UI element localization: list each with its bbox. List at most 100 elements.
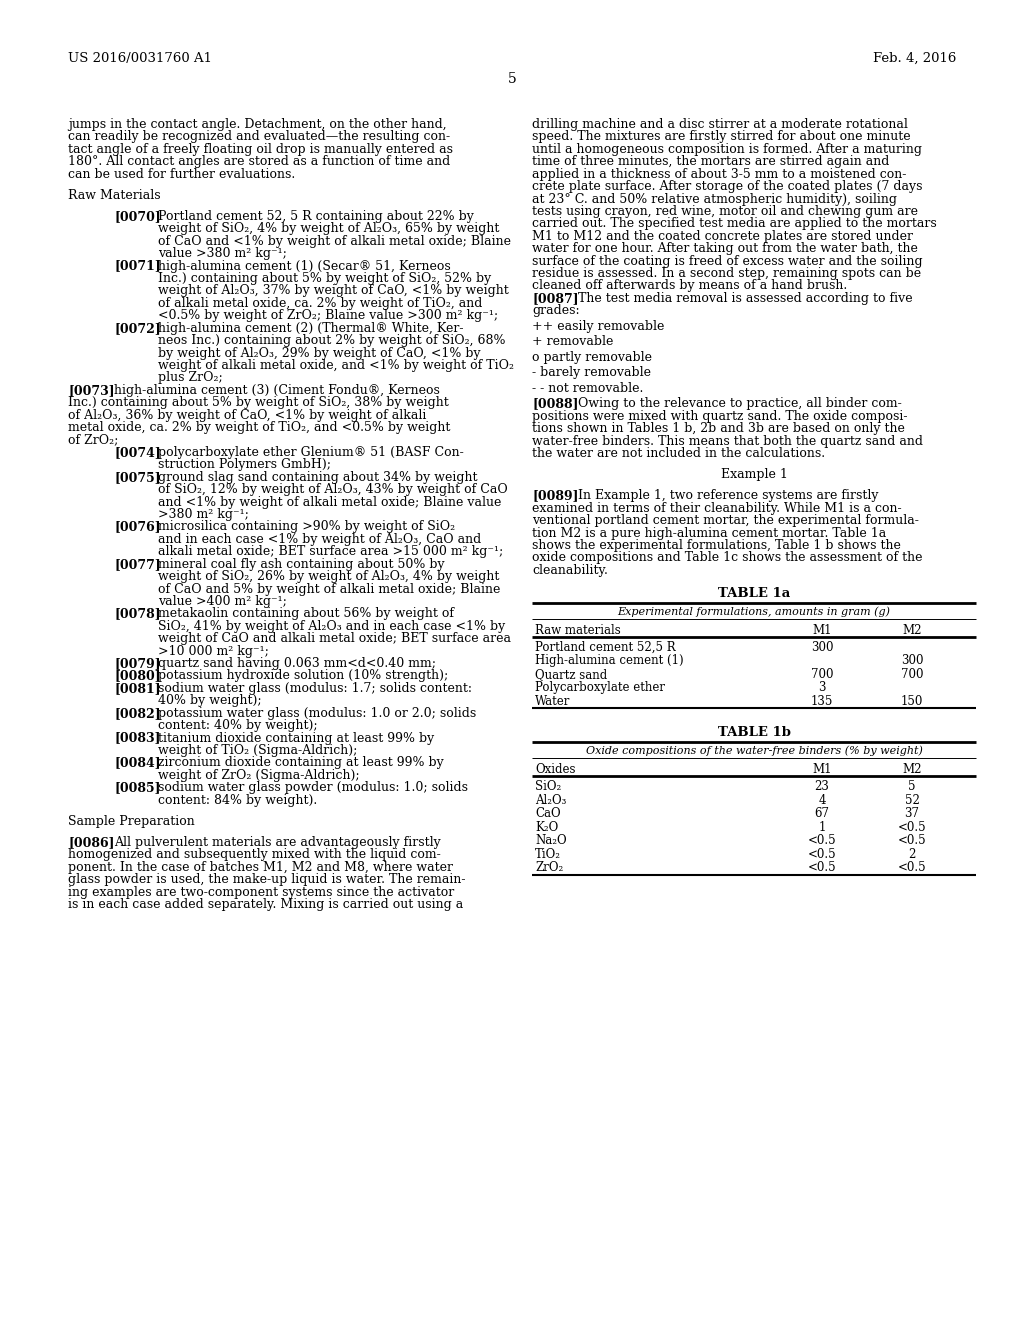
Text: Portland cement 52,5 R: Portland cement 52,5 R bbox=[535, 642, 676, 653]
Text: [0084]: [0084] bbox=[114, 756, 161, 770]
Text: [0082]: [0082] bbox=[114, 706, 161, 719]
Text: Feb. 4, 2016: Feb. 4, 2016 bbox=[872, 51, 956, 65]
Text: CaO: CaO bbox=[535, 808, 560, 821]
Text: The test media removal is assessed according to five: The test media removal is assessed accor… bbox=[578, 292, 912, 305]
Text: neos Inc.) containing about 2% by weight of SiO₂, 68%: neos Inc.) containing about 2% by weight… bbox=[158, 334, 506, 347]
Text: time of three minutes, the mortars are stirred again and: time of three minutes, the mortars are s… bbox=[532, 156, 890, 168]
Text: TiO₂: TiO₂ bbox=[535, 847, 561, 861]
Text: [0087]: [0087] bbox=[532, 292, 579, 305]
Text: high-alumina cement (2) (Thermal® White, Ker-: high-alumina cement (2) (Thermal® White,… bbox=[158, 322, 464, 335]
Text: Na₂O: Na₂O bbox=[535, 834, 566, 847]
Text: of SiO₂, 12% by weight of Al₂O₃, 43% by weight of CaO: of SiO₂, 12% by weight of Al₂O₃, 43% by … bbox=[158, 483, 508, 496]
Text: >10 000 m² kg⁻¹;: >10 000 m² kg⁻¹; bbox=[158, 644, 269, 657]
Text: quartz sand having 0.063 mm<d<0.40 mm;: quartz sand having 0.063 mm<d<0.40 mm; bbox=[158, 657, 436, 671]
Text: metal oxide, ca. 2% by weight of TiO₂, and <0.5% by weight: metal oxide, ca. 2% by weight of TiO₂, a… bbox=[68, 421, 451, 434]
Text: tact angle of a freely floating oil drop is manually entered as: tact angle of a freely floating oil drop… bbox=[68, 143, 453, 156]
Text: [0081]: [0081] bbox=[114, 682, 161, 694]
Text: 700: 700 bbox=[901, 668, 924, 681]
Text: high-alumina cement (3) (Ciment Fondu®, Kerneos: high-alumina cement (3) (Ciment Fondu®, … bbox=[114, 384, 440, 397]
Text: microsilica containing >90% by weight of SiO₂: microsilica containing >90% by weight of… bbox=[158, 520, 455, 533]
Text: Inc.) containing about 5% by weight of SiO₂, 38% by weight: Inc.) containing about 5% by weight of S… bbox=[68, 396, 449, 409]
Text: mineral coal fly ash containing about 50% by: mineral coal fly ash containing about 50… bbox=[158, 557, 444, 570]
Text: glass powder is used, the make-up liquid is water. The remain-: glass powder is used, the make-up liquid… bbox=[68, 873, 466, 886]
Text: Example 1: Example 1 bbox=[721, 469, 787, 482]
Text: ponent. In the case of batches M1, M2 and M8, where water: ponent. In the case of batches M1, M2 an… bbox=[68, 861, 453, 874]
Text: 23: 23 bbox=[814, 780, 829, 793]
Text: of alkali metal oxide, ca. 2% by weight of TiO₂, and: of alkali metal oxide, ca. 2% by weight … bbox=[158, 297, 482, 310]
Text: until a homogeneous composition is formed. After a maturing: until a homogeneous composition is forme… bbox=[532, 143, 922, 156]
Text: potassium water glass (modulus: 1.0 or 2.0; solids: potassium water glass (modulus: 1.0 or 2… bbox=[158, 706, 476, 719]
Text: of CaO and <1% by weight of alkali metal oxide; Blaine: of CaO and <1% by weight of alkali metal… bbox=[158, 235, 511, 248]
Text: can readily be recognized and evaluated—the resulting con-: can readily be recognized and evaluated—… bbox=[68, 131, 451, 144]
Text: 5: 5 bbox=[908, 780, 915, 793]
Text: high-alumina cement (1) (Secar® 51, Kerneos: high-alumina cement (1) (Secar® 51, Kern… bbox=[158, 260, 451, 273]
Text: Oxides: Oxides bbox=[535, 763, 575, 776]
Text: o partly removable: o partly removable bbox=[532, 351, 652, 364]
Text: ventional portland cement mortar, the experimental formula-: ventional portland cement mortar, the ex… bbox=[532, 515, 919, 527]
Text: <0.5: <0.5 bbox=[898, 862, 927, 874]
Text: [0077]: [0077] bbox=[114, 557, 161, 570]
Text: 5: 5 bbox=[508, 73, 516, 86]
Text: M1: M1 bbox=[812, 763, 831, 776]
Text: surface of the coating is freed of excess water and the soiling: surface of the coating is freed of exces… bbox=[532, 255, 923, 268]
Text: US 2016/0031760 A1: US 2016/0031760 A1 bbox=[68, 51, 212, 65]
Text: shows the experimental formulations, Table 1 b shows the: shows the experimental formulations, Tab… bbox=[532, 539, 901, 552]
Text: SiO₂: SiO₂ bbox=[535, 780, 561, 793]
Text: 1: 1 bbox=[818, 821, 825, 834]
Text: residue is assessed. In a second step, remaining spots can be: residue is assessed. In a second step, r… bbox=[532, 267, 922, 280]
Text: weight of alkali metal oxide, and <1% by weight of TiO₂: weight of alkali metal oxide, and <1% by… bbox=[158, 359, 514, 372]
Text: TABLE 1b: TABLE 1b bbox=[718, 726, 791, 739]
Text: Sample Preparation: Sample Preparation bbox=[68, 814, 195, 828]
Text: struction Polymers GmbH);: struction Polymers GmbH); bbox=[158, 458, 331, 471]
Text: tion M2 is a pure high-alumina cement mortar. Table 1a: tion M2 is a pure high-alumina cement mo… bbox=[532, 527, 886, 540]
Text: 700: 700 bbox=[811, 668, 834, 681]
Text: M2: M2 bbox=[902, 763, 922, 776]
Text: 40% by weight);: 40% by weight); bbox=[158, 694, 261, 708]
Text: <0.5: <0.5 bbox=[808, 834, 837, 847]
Text: [0073]: [0073] bbox=[68, 384, 115, 397]
Text: water for one hour. After taking out from the water bath, the: water for one hour. After taking out fro… bbox=[532, 242, 918, 255]
Text: 37: 37 bbox=[904, 808, 920, 821]
Text: by weight of Al₂O₃, 29% by weight of CaO, <1% by: by weight of Al₂O₃, 29% by weight of CaO… bbox=[158, 347, 480, 359]
Text: weight of Al₂O₃, 37% by weight of CaO, <1% by weight: weight of Al₂O₃, 37% by weight of CaO, <… bbox=[158, 284, 509, 297]
Text: <0.5: <0.5 bbox=[898, 834, 927, 847]
Text: 150: 150 bbox=[901, 696, 924, 708]
Text: [0072]: [0072] bbox=[114, 322, 161, 335]
Text: tests using crayon, red wine, motor oil and chewing gum are: tests using crayon, red wine, motor oil … bbox=[532, 205, 918, 218]
Text: Quartz sand: Quartz sand bbox=[535, 668, 607, 681]
Text: of CaO and 5% by weight of alkali metal oxide; Blaine: of CaO and 5% by weight of alkali metal … bbox=[158, 582, 501, 595]
Text: [0086]: [0086] bbox=[68, 836, 115, 849]
Text: applied in a thickness of about 3-5 mm to a moistened con-: applied in a thickness of about 3-5 mm t… bbox=[532, 168, 906, 181]
Text: M1 to M12 and the coated concrete plates are stored under: M1 to M12 and the coated concrete plates… bbox=[532, 230, 913, 243]
Text: plus ZrO₂;: plus ZrO₂; bbox=[158, 371, 223, 384]
Text: <0.5: <0.5 bbox=[808, 847, 837, 861]
Text: [0085]: [0085] bbox=[114, 781, 161, 795]
Text: 3: 3 bbox=[818, 681, 825, 694]
Text: value >380 m² kg⁻¹;: value >380 m² kg⁻¹; bbox=[158, 247, 287, 260]
Text: [0083]: [0083] bbox=[114, 731, 161, 744]
Text: 300: 300 bbox=[811, 642, 834, 653]
Text: Experimental formulations, amounts in gram (g): Experimental formulations, amounts in gr… bbox=[617, 606, 891, 616]
Text: >380 m² kg⁻¹;: >380 m² kg⁻¹; bbox=[158, 508, 249, 521]
Text: [0071]: [0071] bbox=[114, 260, 161, 273]
Text: 180°. All contact angles are stored as a function of time and: 180°. All contact angles are stored as a… bbox=[68, 156, 451, 168]
Text: <0.5: <0.5 bbox=[808, 862, 837, 874]
Text: [0070]: [0070] bbox=[114, 210, 161, 223]
Text: 52: 52 bbox=[904, 795, 920, 807]
Text: High-alumina cement (1): High-alumina cement (1) bbox=[535, 655, 684, 668]
Text: Al₂O₃: Al₂O₃ bbox=[535, 795, 566, 807]
Text: In Example 1, two reference systems are firstly: In Example 1, two reference systems are … bbox=[578, 490, 879, 503]
Text: [0079]: [0079] bbox=[114, 657, 161, 671]
Text: [0089]: [0089] bbox=[532, 490, 579, 503]
Text: + removable: + removable bbox=[532, 335, 613, 348]
Text: and in each case <1% by weight of Al₂O₃, CaO and: and in each case <1% by weight of Al₂O₃,… bbox=[158, 533, 481, 546]
Text: Oxide compositions of the water-free binders (% by weight): Oxide compositions of the water-free bin… bbox=[586, 746, 923, 756]
Text: 4: 4 bbox=[818, 795, 825, 807]
Text: the water are not included in the calculations.: the water are not included in the calcul… bbox=[532, 447, 825, 461]
Text: Owing to the relevance to practice, all binder com-: Owing to the relevance to practice, all … bbox=[578, 397, 902, 411]
Text: [0080]: [0080] bbox=[114, 669, 161, 682]
Text: sodium water glass powder (modulus: 1.0; solids: sodium water glass powder (modulus: 1.0;… bbox=[158, 781, 468, 795]
Text: Portland cement 52, 5 R containing about 22% by: Portland cement 52, 5 R containing about… bbox=[158, 210, 474, 223]
Text: <0.5% by weight of ZrO₂; Blaine value >300 m² kg⁻¹;: <0.5% by weight of ZrO₂; Blaine value >3… bbox=[158, 309, 498, 322]
Text: cleanability.: cleanability. bbox=[532, 564, 608, 577]
